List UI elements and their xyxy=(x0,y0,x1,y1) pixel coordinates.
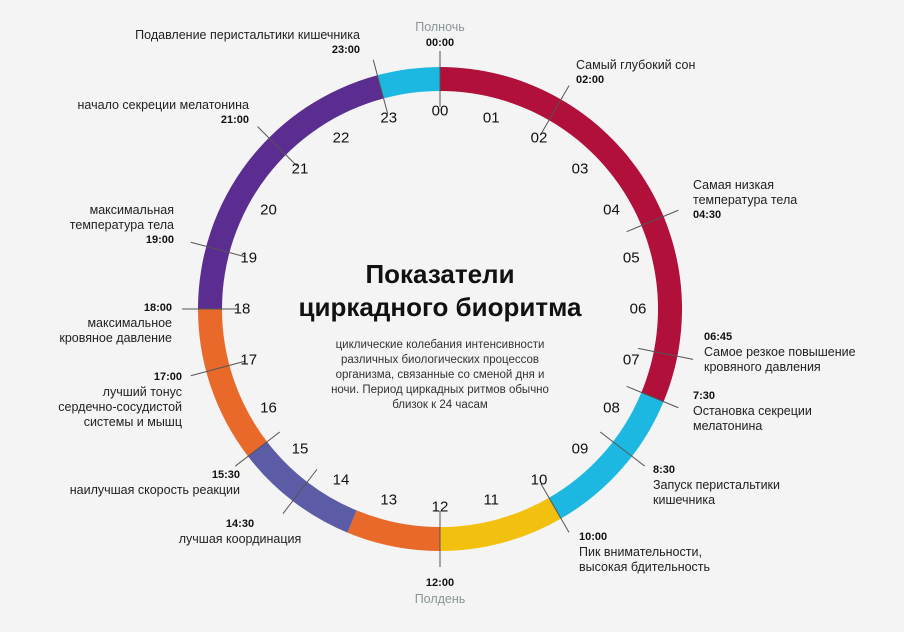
hour-label: 12 xyxy=(431,498,449,516)
event-tick xyxy=(626,209,679,233)
event-tick xyxy=(599,431,645,467)
hour-label: 08 xyxy=(603,399,620,417)
hour-label: 07 xyxy=(622,351,640,369)
midnight-time: 00:00 xyxy=(425,37,455,49)
event-10-00: 10:00 Пик внимательности, высокая бдител… xyxy=(579,531,711,574)
hour-label: 10 xyxy=(530,471,548,489)
page-title: Показатели циркадного биоритма xyxy=(298,259,582,322)
event-18-00: 18:00 максимальное кровяное давление xyxy=(59,302,172,345)
event-tick xyxy=(257,126,298,167)
hour-label: 21 xyxy=(291,160,309,178)
ring-segment xyxy=(198,309,268,457)
event-19-00: максимальная температура тела 19:00 xyxy=(69,203,174,246)
event-tick xyxy=(372,59,389,115)
hour-label: 13 xyxy=(380,491,398,509)
event-tick xyxy=(282,468,318,514)
event-04-30: Самая низкая температура тела 04:30 xyxy=(693,178,798,221)
hour-label: 04 xyxy=(603,201,620,219)
midnight-label: Полночь xyxy=(415,20,465,34)
hour-label: 22 xyxy=(332,129,350,147)
event-15-30: 15:30 наилучшая скорость реакции xyxy=(69,469,240,497)
event-07-30: 7:30 Остановка секреции мелатонина xyxy=(693,390,812,433)
hour-label: 16 xyxy=(260,399,277,417)
hour-label: 03 xyxy=(571,160,589,178)
ring-segments xyxy=(198,67,682,551)
event-02-00: Самый глубокий сон 02:00 xyxy=(576,58,696,86)
event-tick xyxy=(540,85,570,135)
hour-label: 20 xyxy=(260,201,277,219)
event-tick xyxy=(626,385,679,409)
event-tick xyxy=(190,241,246,258)
hour-label: 18 xyxy=(233,300,251,318)
event-tick xyxy=(235,431,281,467)
hour-label: 02 xyxy=(530,129,548,147)
hour-label: 05 xyxy=(622,249,640,267)
hour-label: 11 xyxy=(483,491,500,509)
ring-segment xyxy=(198,75,384,310)
event-21-00: начало секреции мелатонина 21:00 xyxy=(77,98,249,126)
hour-label: 09 xyxy=(571,440,589,458)
hour-label: 14 xyxy=(332,471,350,489)
hour-label: 17 xyxy=(240,351,258,369)
event-17-00: 17:00 лучший тонус сердечно-сосудистой с… xyxy=(58,371,182,429)
ring-segment xyxy=(347,510,440,551)
hour-label: 19 xyxy=(240,249,258,267)
ring-segment xyxy=(440,67,682,402)
noon-time: 12:00 xyxy=(425,577,455,589)
noon-label: Полдень xyxy=(414,592,466,606)
event-14-30: 14:30 лучшая координация xyxy=(178,518,302,546)
subtitle: циклические колебания интенсивности разл… xyxy=(331,339,549,411)
ring-segment xyxy=(377,67,440,99)
event-23-00: Подавление перистальтики кишечника 23:00 xyxy=(135,28,360,56)
hour-label: 23 xyxy=(380,109,398,127)
event-tick xyxy=(540,483,570,533)
hour-label: 01 xyxy=(482,109,500,127)
ring-segment xyxy=(440,497,561,551)
event-tick-lines xyxy=(182,51,694,567)
hour-label: 15 xyxy=(291,440,309,458)
event-tick xyxy=(190,360,246,377)
hour-label: 06 xyxy=(629,300,647,318)
event-tick xyxy=(638,347,694,360)
hour-label: 00 xyxy=(431,102,449,120)
event-06-45: 06:45 Самое резкое повышение кровяного д… xyxy=(704,331,856,374)
ring-segment xyxy=(248,441,357,533)
event-08-30: 8:30 Запуск перистальтики кишечника xyxy=(653,464,781,507)
ring-segment xyxy=(549,392,664,519)
